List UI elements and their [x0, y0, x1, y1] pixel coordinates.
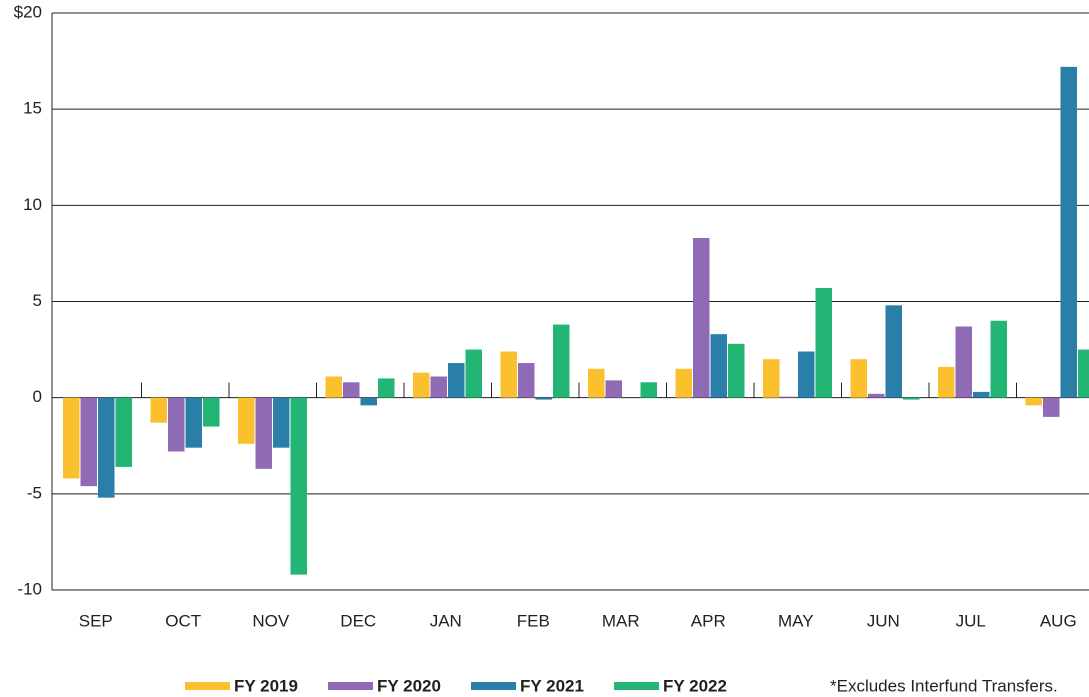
- bar: [675, 368, 692, 398]
- bar: [815, 288, 832, 398]
- legend-swatch: [471, 682, 516, 690]
- legend-swatch: [328, 682, 373, 690]
- bar: [553, 324, 570, 398]
- bar: [273, 397, 290, 448]
- bar: [1025, 397, 1042, 406]
- bar: [185, 397, 202, 448]
- x-tick-label: APR: [691, 611, 726, 630]
- bar: [728, 343, 745, 398]
- bar: [588, 368, 605, 398]
- y-tick-label: 5: [33, 291, 42, 310]
- x-tick-label: JUN: [867, 611, 900, 630]
- bar: [903, 397, 920, 400]
- bar: [238, 397, 255, 444]
- x-tick-label: FEB: [517, 611, 550, 630]
- y-tick-label: 10: [23, 195, 42, 214]
- bar: [378, 378, 395, 398]
- legend-label: FY 2021: [520, 676, 584, 695]
- y-tick-label: 0: [33, 387, 42, 406]
- bar: [80, 397, 97, 487]
- x-tick-label: AUG: [1040, 611, 1077, 630]
- x-tick-label: MAY: [778, 611, 814, 630]
- bar: [535, 397, 552, 400]
- bar: [430, 376, 447, 398]
- bar: [465, 349, 482, 398]
- x-tick-label: DEC: [340, 611, 376, 630]
- y-tick-label: -5: [27, 483, 42, 502]
- x-tick-label: JUL: [956, 611, 986, 630]
- bar: [448, 363, 465, 398]
- bar: [325, 376, 342, 398]
- bar: [150, 397, 167, 423]
- bar: [955, 326, 972, 398]
- x-tick-label: NOV: [252, 611, 290, 630]
- legend-swatch: [614, 682, 659, 690]
- bar: [518, 363, 535, 398]
- bar: [885, 305, 902, 398]
- bar: [413, 372, 430, 398]
- bar: [640, 382, 657, 398]
- bar: [1043, 397, 1060, 417]
- legend-swatch: [185, 682, 230, 690]
- bar: [763, 359, 780, 398]
- bar: [360, 397, 377, 406]
- bar: [98, 397, 115, 498]
- legend-label: FY 2020: [377, 676, 441, 695]
- bar: [203, 397, 220, 427]
- x-tick-label: OCT: [165, 611, 201, 630]
- bar: [850, 359, 867, 398]
- note: *Excludes Interfund Transfers.: [830, 676, 1058, 695]
- bar: [63, 397, 80, 479]
- bar: [798, 351, 815, 398]
- y-tick-label: $20: [14, 2, 42, 21]
- bar: [343, 382, 360, 398]
- legend-label: FY 2019: [234, 676, 298, 695]
- bar: [973, 391, 990, 398]
- bar: [693, 238, 710, 398]
- bar: [1060, 66, 1077, 398]
- y-tick-label: 15: [23, 99, 42, 118]
- bar: [168, 397, 185, 452]
- y-tick-label: -10: [17, 579, 42, 598]
- bar: [710, 334, 727, 398]
- bar: [115, 397, 132, 467]
- legend-label: FY 2022: [663, 676, 727, 695]
- bar: [868, 393, 885, 398]
- bar: [500, 351, 517, 398]
- bar: [990, 320, 1007, 398]
- x-tick-label: MAR: [602, 611, 640, 630]
- bar: [938, 366, 955, 398]
- x-tick-label: SEP: [79, 611, 113, 630]
- bar: [1078, 349, 1089, 398]
- x-tick-label: JAN: [430, 611, 462, 630]
- bar: [290, 397, 307, 575]
- bar: [605, 380, 622, 398]
- bar: [780, 396, 797, 398]
- bar: [255, 397, 272, 469]
